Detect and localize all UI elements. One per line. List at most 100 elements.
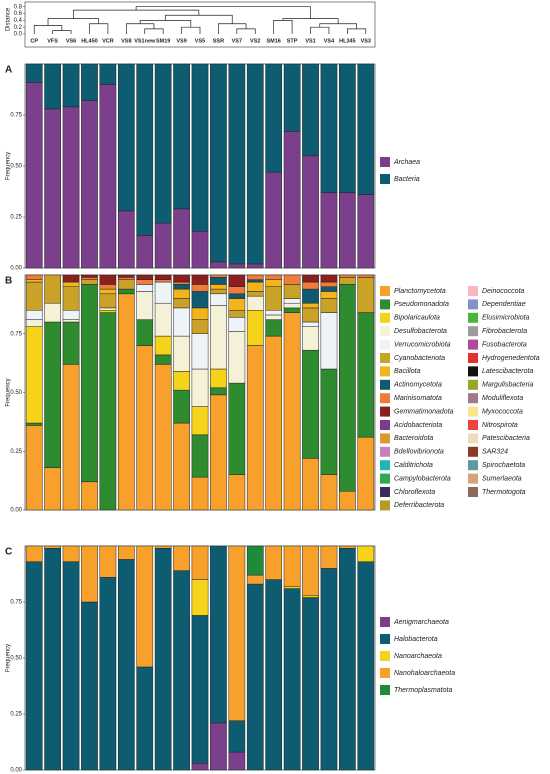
- legend-label: Patescibacteria: [482, 435, 530, 442]
- bar-segment: [210, 274, 227, 278]
- bar-segment: [191, 579, 209, 616]
- bar-segment: [99, 274, 117, 285]
- legend-label: Fibrobacterota: [482, 328, 527, 335]
- bar-segment: [25, 63, 43, 83]
- leaf-label: VFS: [47, 38, 58, 44]
- bar-segment: [302, 545, 319, 596]
- bar-segment: [228, 751, 246, 771]
- bar-segment: [210, 288, 227, 295]
- y-tick-label: 0.8: [14, 4, 23, 10]
- leaf-label: SSR: [213, 38, 224, 44]
- y-tick-label: 0.75: [10, 600, 22, 606]
- bar-segment: [210, 545, 227, 724]
- dendrogram-branch: [89, 23, 109, 34]
- bar-segment: [25, 319, 43, 327]
- bar-segment: [99, 288, 117, 295]
- bar-segment: [339, 490, 356, 511]
- bar-segment: [283, 131, 301, 269]
- bar-segment: [246, 291, 264, 297]
- bar-segment: [265, 310, 283, 316]
- bar-segment: [99, 307, 117, 311]
- leaf-label: VS4: [324, 38, 335, 44]
- bar-segment: [173, 389, 190, 424]
- bar-segment: [44, 467, 61, 511]
- bar-segment: [191, 368, 209, 407]
- dendrogram-branch: [181, 26, 201, 34]
- bar-segment: [246, 574, 264, 585]
- legend-swatch: [380, 366, 390, 377]
- bar-segment: [246, 281, 264, 292]
- legend-label: Desulfobacterota: [394, 328, 447, 335]
- bar-segment: [136, 63, 154, 236]
- legend-swatch: [380, 446, 390, 457]
- bar-segment: [173, 335, 190, 372]
- bar-segment: [246, 63, 264, 265]
- bar-segment: [154, 335, 172, 356]
- leaf-label: VS1new: [134, 38, 156, 44]
- bar-segment: [173, 208, 190, 269]
- legend-label: Deferribacterota: [394, 502, 444, 509]
- bar-segment: [117, 277, 135, 280]
- panel-label: B: [5, 276, 12, 287]
- bar-segment: [228, 274, 246, 287]
- bar-segment: [25, 82, 43, 269]
- bar-segment: [136, 291, 154, 320]
- bar-segment: [265, 274, 283, 280]
- bar-segment: [99, 284, 117, 290]
- bar-segment: [302, 307, 319, 323]
- bar-segment: [265, 579, 283, 771]
- bar-segment: [265, 545, 283, 580]
- y-tick-label: 0.4: [14, 18, 23, 24]
- bar-segment: [320, 274, 338, 283]
- bar-segment: [44, 545, 61, 549]
- legend-swatch: [380, 668, 390, 678]
- bar-segment: [154, 281, 172, 304]
- bar-segment: [25, 422, 43, 426]
- legend-label: Nanoarchaeota: [394, 653, 442, 660]
- bar-segment: [357, 561, 375, 771]
- y-tick-label: 0.0: [14, 32, 23, 38]
- dendrogram-branch: [347, 28, 367, 34]
- legend-label: Thermoplasmatota: [394, 687, 452, 694]
- leaf-label: VS3: [361, 38, 371, 44]
- leaf-label: VS6: [66, 38, 76, 44]
- bar-segment: [265, 279, 283, 288]
- bar-segment: [320, 545, 338, 569]
- bar-segment: [228, 286, 246, 295]
- bar-segment: [62, 561, 80, 771]
- bar-segment: [136, 345, 154, 511]
- y-tick-label: 0.25: [10, 215, 22, 221]
- dendrogram-branch: [282, 18, 339, 24]
- legend-label: Bipolaricaulota: [394, 315, 440, 322]
- bar-segment: [302, 326, 319, 351]
- legend-label: Margulisbacteria: [482, 382, 533, 389]
- bar-segment: [117, 63, 135, 212]
- leaf-label: VS1: [305, 38, 315, 44]
- bar-segment: [228, 293, 246, 299]
- bar-segment: [99, 310, 117, 313]
- bar-segment: [154, 302, 172, 337]
- dendrogram-branch: [47, 18, 100, 26]
- bar-segment: [320, 568, 338, 771]
- legend-swatch: [468, 406, 478, 417]
- bar-segment: [228, 382, 246, 476]
- bar-segment: [210, 387, 227, 396]
- leaf-label: HL450: [81, 38, 98, 44]
- y-axis-label: Frequency: [6, 152, 12, 180]
- bar-segment: [81, 601, 98, 771]
- bar-segment: [154, 545, 172, 549]
- bar-segment: [81, 274, 98, 278]
- bar-segment: [320, 63, 338, 193]
- legend-label: Elusimicrobiota: [482, 315, 530, 322]
- bar-segment: [302, 281, 319, 290]
- legend-label: Cyanobacteriota: [394, 355, 445, 362]
- bar-segment: [191, 406, 209, 436]
- legend-swatch: [380, 420, 390, 430]
- legend-label: Planctomycetota: [394, 288, 446, 295]
- bar-segment: [117, 210, 135, 269]
- bar-segment: [81, 279, 98, 285]
- bar-segment: [228, 331, 246, 384]
- bar-segment: [62, 274, 80, 283]
- bar-segment: [191, 615, 209, 764]
- bar-segment: [173, 298, 190, 309]
